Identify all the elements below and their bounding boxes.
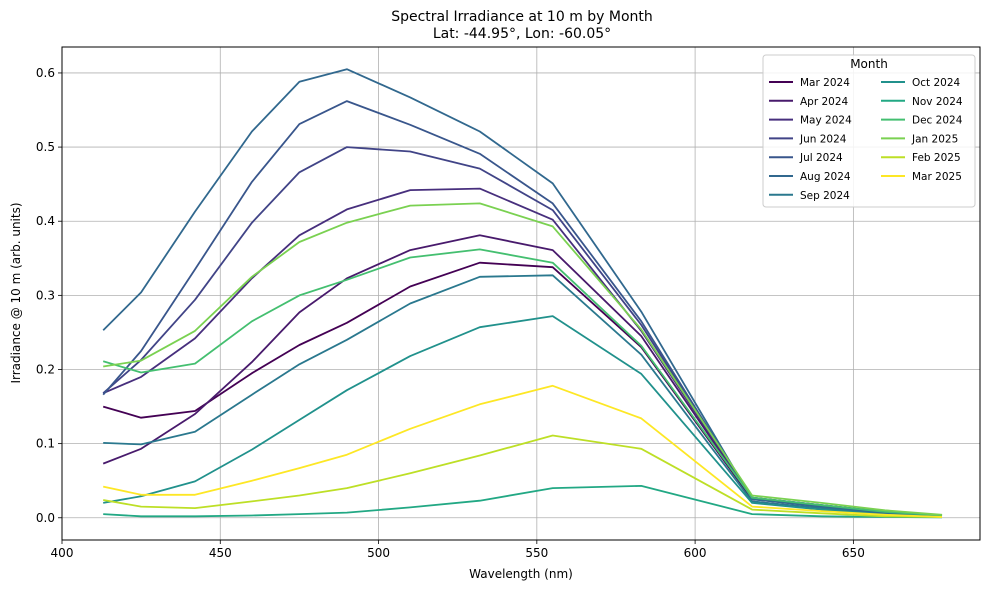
legend-item-jul-2024: Jul 2024 bbox=[769, 152, 843, 164]
legend-item-may-2024: May 2024 bbox=[769, 115, 852, 127]
legend-item-jun-2024: Jun 2024 bbox=[769, 133, 847, 145]
x-tick-label: 600 bbox=[684, 546, 707, 560]
y-axis-label: Irradiance @ 10 m (arb. units) bbox=[9, 202, 23, 383]
legend: Month Mar 2024 Apr 2024 May 2024 Jun 2024 Ju… bbox=[762, 54, 976, 208]
legend-label: Nov 2024 bbox=[912, 96, 963, 108]
legend-label: May 2024 bbox=[800, 115, 852, 127]
legend-item-oct-2024: Oct 2024 bbox=[881, 77, 961, 89]
legend-label: Apr 2024 bbox=[800, 96, 849, 108]
legend-item-mar-2024: Mar 2024 bbox=[769, 77, 850, 89]
y-axis-ticks: 0.0 0.1 0.2 0.3 0.4 0.5 0.6 bbox=[36, 66, 62, 525]
series-line-feb-2025 bbox=[103, 434, 943, 518]
x-axis-label: Wavelength (nm) bbox=[469, 567, 573, 581]
legend-label: Aug 2024 bbox=[800, 171, 851, 183]
chart-subtitle: Lat: -44.95°, Lon: -60.05° bbox=[433, 26, 611, 42]
legend-title: Month bbox=[850, 57, 888, 71]
chart-title: Spectral Irradiance at 10 m by Month bbox=[391, 9, 653, 25]
legend-item-feb-2025: Feb 2025 bbox=[881, 152, 961, 164]
grid-lines bbox=[61, 47, 980, 540]
y-tick-label: 0.3 bbox=[36, 288, 55, 302]
legend-label: Oct 2024 bbox=[912, 77, 961, 89]
y-tick-label: 0.6 bbox=[36, 66, 55, 80]
x-tick-label: 450 bbox=[209, 546, 232, 560]
legend-label: Feb 2025 bbox=[912, 152, 961, 164]
series-line-oct-2024 bbox=[103, 315, 943, 518]
legend-label: Jan 2025 bbox=[911, 133, 958, 145]
series-line-mar-2025 bbox=[103, 384, 943, 518]
y-tick-label: 0.0 bbox=[36, 511, 55, 525]
legend-items: Mar 2024 Apr 2024 May 2024 Jun 2024 Jul 2024… bbox=[769, 77, 963, 202]
legend-item-jan-2025: Jan 2025 bbox=[881, 133, 958, 145]
y-tick-label: 0.2 bbox=[36, 362, 55, 376]
legend-item-aug-2024: Aug 2024 bbox=[769, 171, 851, 183]
legend-item-sep-2024: Sep 2024 bbox=[769, 190, 850, 202]
x-tick-label: 650 bbox=[842, 546, 865, 560]
x-tick-label: 500 bbox=[367, 546, 390, 560]
x-tick-label: 550 bbox=[525, 546, 548, 560]
legend-label: Mar 2025 bbox=[912, 171, 962, 183]
series-line-sep-2024 bbox=[103, 274, 943, 518]
legend-box bbox=[762, 54, 976, 208]
legend-item-nov-2024: Nov 2024 bbox=[881, 96, 963, 108]
y-tick-label: 0.5 bbox=[36, 140, 55, 154]
x-tick-label: 400 bbox=[51, 546, 74, 560]
series-lines bbox=[102, 68, 943, 519]
series-line-aug-2024 bbox=[102, 68, 943, 518]
legend-label: Dec 2024 bbox=[912, 115, 963, 127]
x-axis-ticks: 400 450 500 550 600 650 bbox=[51, 540, 865, 560]
legend-label: Jun 2024 bbox=[799, 133, 847, 145]
legend-item-mar-2025: Mar 2025 bbox=[881, 171, 962, 183]
legend-label: Sep 2024 bbox=[800, 190, 850, 202]
plot-frame bbox=[61, 46, 981, 541]
y-tick-label: 0.4 bbox=[36, 214, 55, 228]
series-line-jan-2025 bbox=[103, 202, 943, 516]
legend-label: Mar 2024 bbox=[800, 77, 850, 89]
y-tick-label: 0.1 bbox=[36, 437, 55, 451]
series-line-dec-2024 bbox=[102, 248, 943, 517]
legend-item-apr-2024: Apr 2024 bbox=[769, 96, 849, 108]
legend-label: Jul 2024 bbox=[799, 152, 843, 164]
series-line-nov-2024 bbox=[103, 484, 943, 519]
legend-item-dec-2024: Dec 2024 bbox=[881, 115, 963, 127]
